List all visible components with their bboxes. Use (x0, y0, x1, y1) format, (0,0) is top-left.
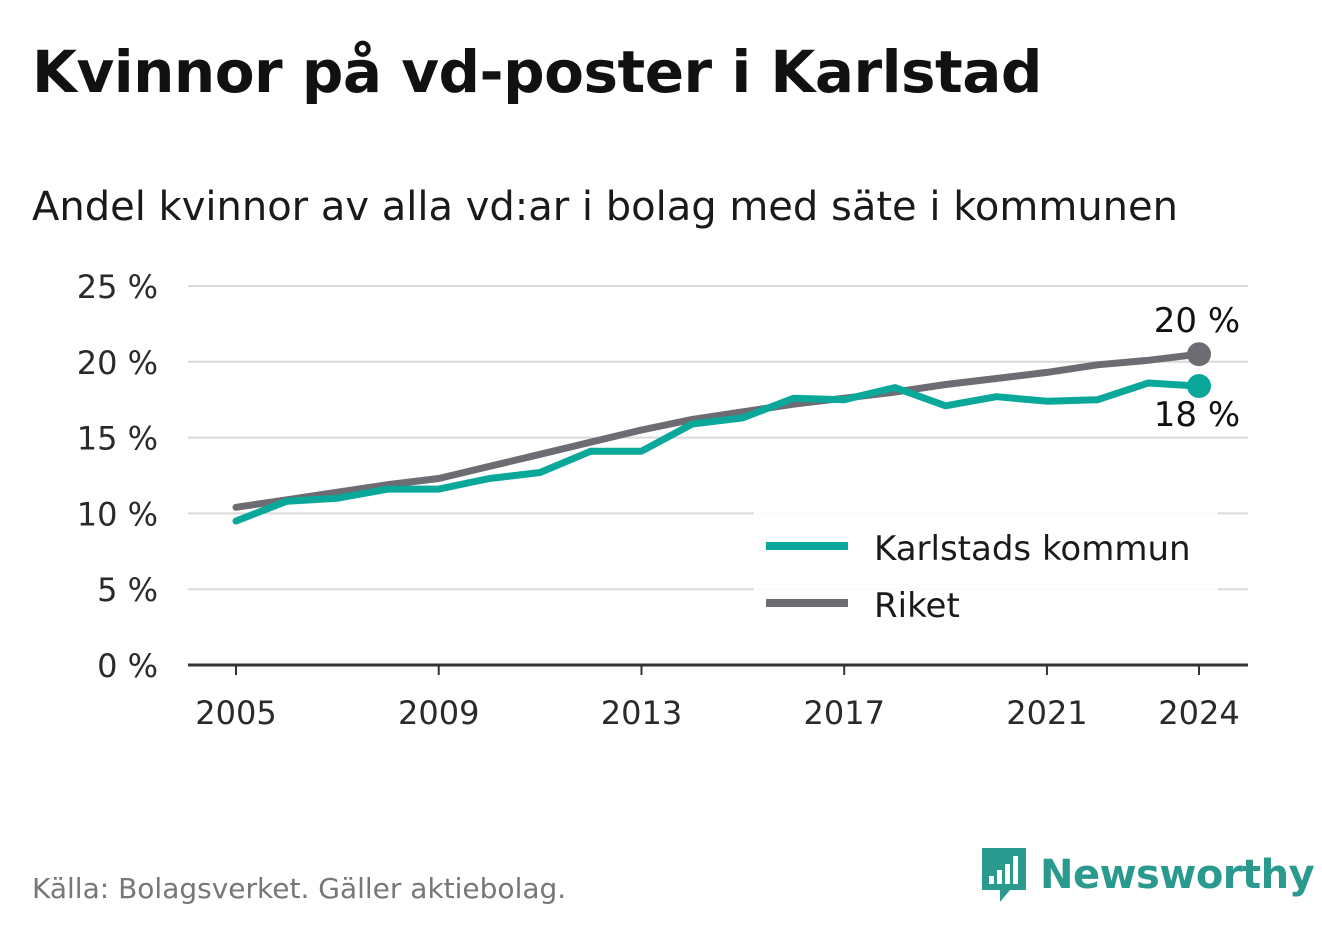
y-tick-label: 0 % (97, 647, 158, 685)
y-axis-ticks: 0 % 5 % 10 % 15 % 20 % 25 % (77, 268, 158, 685)
legend-label-karlstad: Karlstads kommun (874, 529, 1191, 569)
legend: Karlstads kommun Riket (754, 512, 1218, 638)
end-point-riket (1187, 342, 1211, 367)
x-tick-label: 2005 (195, 694, 276, 732)
x-tick-label: 2017 (803, 694, 884, 732)
chart-title: Kvinnor på vd-poster i Karlstad (32, 38, 1042, 106)
source-note: Källa: Bolagsverket. Gäller aktiebolag. (32, 872, 567, 905)
end-label-karlstad: 18 % (1154, 395, 1240, 435)
chart-subtitle: Andel kvinnor av alla vd:ar i bolag med … (32, 184, 1178, 230)
y-tick-label: 10 % (77, 495, 158, 533)
brand-logo: Newsworthy (980, 846, 1315, 904)
legend-background (754, 512, 1218, 638)
x-tick-label: 2013 (601, 694, 682, 732)
x-tick-label: 2024 (1158, 694, 1239, 732)
x-axis-ticks: 2005 2009 2013 2017 2021 2024 (195, 665, 1240, 732)
series-line-karlstad (232, 379, 1203, 525)
newsworthy-logo-icon (982, 848, 1026, 902)
y-tick-label: 25 % (77, 268, 158, 306)
x-tick-label: 2021 (1006, 694, 1087, 732)
y-tick-label: 20 % (77, 344, 158, 382)
series (232, 342, 1211, 525)
x-tick-label: 2009 (398, 694, 479, 732)
end-label-riket: 20 % (1154, 301, 1240, 341)
end-point-karlstad (1187, 374, 1211, 399)
series-line-riket (232, 350, 1203, 511)
legend-label-riket: Riket (874, 586, 960, 626)
brand-name: Newsworthy (1040, 852, 1315, 898)
y-tick-label: 5 % (97, 571, 158, 609)
gridlines (188, 285, 1248, 667)
end-labels: 20 % 18 % (1154, 301, 1240, 435)
y-tick-label: 15 % (77, 420, 158, 458)
